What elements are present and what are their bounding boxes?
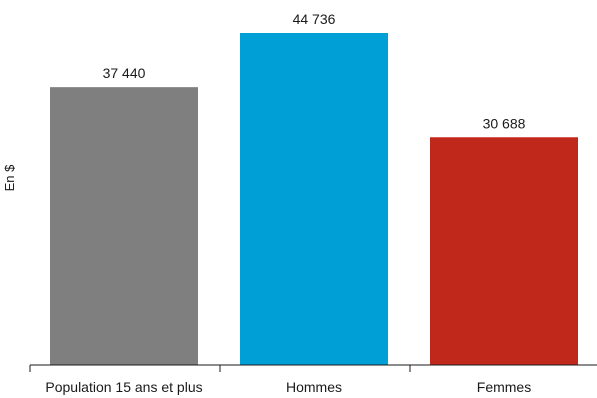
data-label-2: 30 688	[483, 115, 526, 131]
x-tick-label-0: Population 15 ans et plus	[45, 379, 202, 395]
bar-2	[430, 137, 578, 365]
bar-1	[240, 33, 388, 365]
data-label-0: 37 440	[103, 65, 146, 81]
data-labels-group: 37 440 44 736 30 688	[103, 11, 526, 131]
x-axis-ticks	[29, 365, 411, 372]
x-tick-label-2: Femmes	[477, 379, 531, 395]
y-axis-title: En $	[2, 164, 17, 192]
bars-group	[50, 33, 578, 365]
x-tick-label-1: Hommes	[286, 379, 342, 395]
data-label-1: 44 736	[293, 11, 336, 27]
bar-0	[50, 87, 198, 365]
x-axis-tick-labels: Population 15 ans et plus Hommes Femmes	[45, 379, 531, 395]
